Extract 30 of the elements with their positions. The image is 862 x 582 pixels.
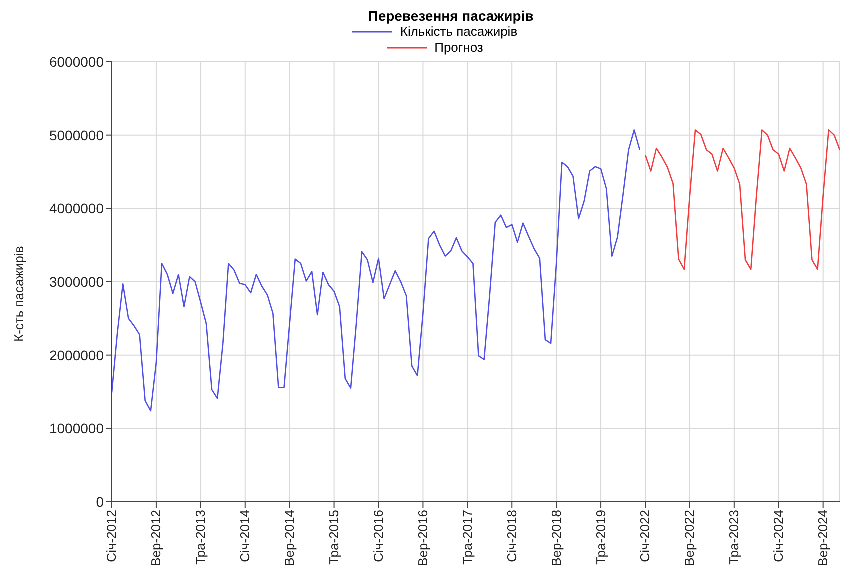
y-tick-label: 4000000	[49, 200, 104, 217]
x-tick-label: Тра-2019	[593, 510, 608, 565]
x-tick-label: Вер-2024	[816, 510, 831, 566]
y-tick-label: 2000000	[49, 347, 104, 364]
x-tick-label: Січ-2024	[771, 510, 786, 562]
x-tick-label: Вер-2022	[682, 510, 698, 566]
x-tick-label: Тра-2015	[326, 510, 342, 565]
x-tick-label: Тра-2013	[193, 510, 208, 565]
chart-title: Перевезення пасажирів	[367, 8, 535, 24]
y-tick-label: 0	[96, 494, 104, 510]
x-tick-label: Вер-2012	[148, 510, 164, 566]
line-series	[644, 130, 841, 270]
x-tick-label: Вер-2014	[282, 510, 298, 566]
legend-label: Прогноз	[434, 40, 484, 56]
y-tick-label: 5000000	[49, 127, 104, 144]
x-tick-label: Тра-2023	[726, 510, 742, 565]
x-tick-label: Січ-2016	[370, 510, 386, 562]
y-tick-label: 6000000	[49, 54, 104, 70]
y-tick-label: 1000000	[49, 420, 104, 437]
x-tick-label: Січ-2018	[504, 510, 520, 562]
x-tick-label: Січ-2022	[638, 510, 653, 562]
legend-label: Кількість пасажирів	[400, 24, 518, 40]
y-axis-title: К-сть пасажирів	[12, 246, 27, 342]
x-tick-label: Січ-2012	[104, 510, 120, 562]
line-series	[111, 130, 641, 412]
x-tick-label: Вер-2016	[415, 510, 430, 566]
x-tick-label: Січ-2014	[238, 510, 253, 562]
x-tick-label: Тра-2017	[460, 510, 475, 565]
y-tick-label: 3000000	[49, 274, 104, 290]
x-tick-label: Вер-2018	[548, 510, 564, 566]
